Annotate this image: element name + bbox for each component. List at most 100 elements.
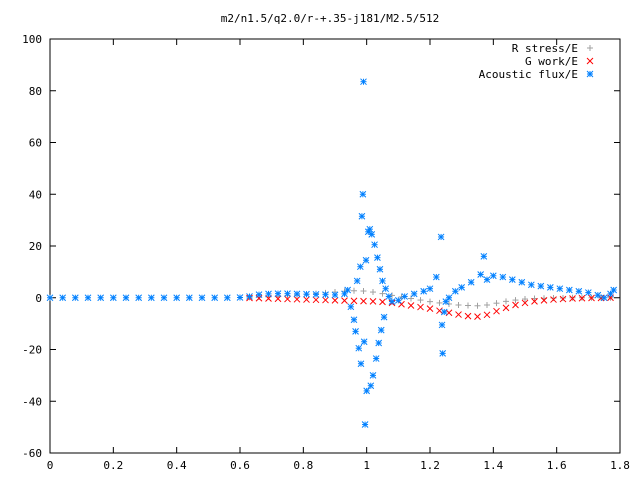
data-point bbox=[265, 290, 272, 298]
data-point bbox=[352, 328, 359, 335]
data-point bbox=[331, 291, 339, 299]
data-point bbox=[353, 277, 361, 285]
legend-marker bbox=[586, 70, 594, 78]
data-point bbox=[376, 265, 384, 273]
data-point bbox=[303, 296, 310, 303]
data-point bbox=[559, 295, 567, 303]
legend-label: G work/E bbox=[525, 55, 578, 68]
y-tick-label: 0 bbox=[35, 292, 42, 305]
data-point bbox=[445, 294, 453, 302]
data-point bbox=[379, 298, 386, 306]
legend-marker bbox=[587, 45, 593, 51]
data-point bbox=[147, 294, 155, 302]
data-point bbox=[522, 296, 528, 303]
data-point bbox=[380, 313, 388, 321]
data-point bbox=[355, 344, 363, 352]
legend-label: Acoustic flux/E bbox=[479, 68, 578, 81]
x-tick-label: 1.4 bbox=[483, 459, 503, 472]
data-point bbox=[493, 300, 500, 307]
data-point bbox=[360, 78, 367, 86]
data-point bbox=[436, 299, 443, 306]
y-tick-label: 100 bbox=[22, 33, 42, 46]
data-point bbox=[426, 285, 434, 293]
data-point bbox=[356, 263, 364, 271]
data-point bbox=[312, 291, 320, 298]
data-point bbox=[368, 231, 376, 238]
data-point bbox=[284, 295, 291, 303]
data-point bbox=[489, 272, 497, 280]
data-point bbox=[84, 294, 92, 302]
data-point bbox=[503, 298, 509, 305]
plot-area bbox=[49, 38, 621, 454]
data-point bbox=[474, 313, 481, 320]
data-point bbox=[350, 316, 358, 324]
data-point bbox=[427, 298, 433, 305]
y-tick-label: 40 bbox=[29, 188, 42, 201]
data-point bbox=[341, 297, 348, 304]
x-tick-label: 1.6 bbox=[547, 459, 567, 472]
data-point bbox=[436, 307, 443, 315]
data-point bbox=[398, 300, 405, 308]
data-point bbox=[46, 294, 54, 302]
data-point bbox=[363, 387, 371, 395]
data-point bbox=[451, 287, 459, 295]
data-point bbox=[575, 287, 583, 295]
data-point bbox=[350, 297, 358, 305]
data-point bbox=[465, 302, 471, 309]
data-point bbox=[588, 294, 595, 302]
legend-label: R stress/E bbox=[512, 42, 578, 55]
data-point bbox=[600, 294, 608, 302]
data-point bbox=[477, 271, 485, 278]
data-point bbox=[293, 290, 301, 298]
data-point bbox=[401, 293, 409, 300]
data-point bbox=[483, 311, 491, 319]
data-point bbox=[432, 273, 440, 281]
data-point bbox=[467, 278, 475, 286]
data-point bbox=[322, 296, 329, 304]
data-point bbox=[560, 295, 566, 302]
data-point bbox=[499, 273, 507, 281]
x-tick-label: 0.6 bbox=[230, 459, 250, 472]
x-tick-label: 0.4 bbox=[167, 459, 187, 472]
data-point bbox=[347, 303, 355, 311]
data-point bbox=[502, 304, 510, 312]
data-point bbox=[518, 278, 526, 286]
data-point bbox=[521, 299, 529, 307]
data-point bbox=[369, 298, 377, 305]
data-point bbox=[382, 285, 390, 293]
data-point bbox=[372, 355, 380, 362]
data-point bbox=[369, 372, 377, 379]
data-point bbox=[362, 256, 370, 264]
data-point bbox=[312, 296, 320, 304]
plot-border bbox=[49, 38, 621, 454]
data-point bbox=[417, 303, 424, 311]
data-point bbox=[512, 301, 519, 309]
x-tick-label: 0.8 bbox=[293, 459, 313, 472]
data-point bbox=[537, 282, 545, 290]
data-point bbox=[71, 294, 79, 302]
data-point bbox=[474, 302, 481, 309]
series-2 bbox=[46, 78, 618, 428]
data-point bbox=[246, 293, 253, 300]
x-tick-label: 1.8 bbox=[610, 459, 630, 472]
data-point bbox=[379, 277, 386, 285]
data-point bbox=[135, 294, 143, 302]
data-point bbox=[440, 308, 448, 316]
data-point bbox=[303, 290, 310, 298]
data-point bbox=[439, 350, 447, 357]
data-point bbox=[385, 293, 393, 300]
data-point bbox=[322, 291, 329, 298]
data-point bbox=[594, 291, 602, 299]
data-point bbox=[442, 298, 450, 305]
data-point bbox=[437, 233, 445, 241]
data-point bbox=[370, 289, 376, 296]
data-point bbox=[426, 305, 434, 312]
series-1 bbox=[246, 294, 614, 320]
data-point bbox=[122, 294, 130, 302]
data-point bbox=[360, 297, 367, 305]
data-point bbox=[569, 294, 576, 301]
data-point bbox=[236, 294, 244, 301]
data-point bbox=[361, 421, 369, 428]
data-point bbox=[371, 241, 378, 249]
